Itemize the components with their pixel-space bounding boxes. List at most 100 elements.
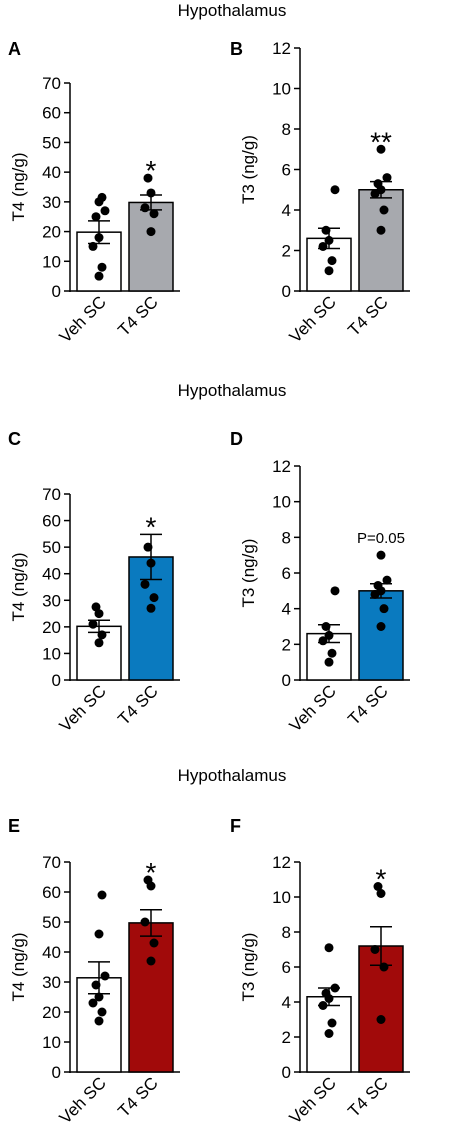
y-tick-label: 8 <box>282 923 291 942</box>
chart-panel-f: F 0 2 4 6 8 10 12 T3 (ng/g) Veh SC T4 SC * <box>230 816 410 1128</box>
data-point <box>97 890 107 900</box>
y-tick-label: 10 <box>272 888 291 907</box>
data-point <box>373 882 383 891</box>
data-point <box>100 971 110 981</box>
data-point <box>379 962 389 972</box>
y-tick-label: 4 <box>282 201 291 220</box>
panel-letter: D <box>230 429 243 449</box>
category-label: T4 SC <box>114 292 162 340</box>
data-point <box>97 1007 107 1017</box>
panel-letter: A <box>8 39 21 59</box>
data-point <box>324 235 334 245</box>
bar <box>358 189 404 292</box>
data-point <box>330 586 340 596</box>
data-point <box>379 604 389 614</box>
data-point <box>382 575 392 585</box>
data-point <box>88 619 98 629</box>
y-tick-label: 10 <box>42 252 61 271</box>
y-tick-label: 10 <box>272 80 291 99</box>
data-point <box>146 227 156 237</box>
y-tick-label: 0 <box>52 1063 61 1082</box>
significance-label: P=0.05 <box>357 530 405 547</box>
category-label: T4 SC <box>114 1073 162 1121</box>
data-point <box>373 179 383 189</box>
data-point <box>318 636 328 646</box>
y-tick-label: 8 <box>282 528 291 547</box>
y-tick-label: 4 <box>282 993 291 1012</box>
y-tick-label: 12 <box>272 39 291 58</box>
significance-label: * <box>376 864 387 895</box>
significance-label: * <box>146 511 157 542</box>
category-label: Veh SC <box>56 1073 110 1127</box>
y-tick-label: 70 <box>42 74 61 93</box>
chart-panel-d: D 0 2 4 6 8 10 12 T3 (ng/g) Veh SC T4 SC P=0.05 <box>230 429 410 736</box>
data-point <box>143 875 153 885</box>
data-point <box>324 1029 334 1038</box>
data-point <box>97 192 107 202</box>
data-point <box>321 622 331 631</box>
y-tick-label: 30 <box>42 193 61 212</box>
y-tick-label: 40 <box>42 163 61 182</box>
data-point <box>146 188 156 198</box>
y-tick-label: 6 <box>282 958 291 977</box>
category-label: Veh SC <box>286 292 340 346</box>
y-tick-label: 10 <box>42 644 61 663</box>
data-point <box>88 998 98 1008</box>
data-point <box>376 225 386 235</box>
data-point <box>149 593 159 603</box>
data-point <box>324 657 334 667</box>
category-label: Veh SC <box>56 292 110 346</box>
section-title: Hypothalamus <box>178 381 287 400</box>
y-axis-label: T4 (ng/g) <box>9 553 28 622</box>
data-point <box>324 266 334 276</box>
data-point <box>140 917 150 927</box>
data-point <box>376 889 386 898</box>
y-axis-label: T3 (ng/g) <box>239 933 258 1002</box>
y-tick-label: 0 <box>282 1063 291 1082</box>
section-title: Hypothalamus <box>178 1 287 20</box>
data-point <box>324 630 334 640</box>
panel-letter: B <box>230 39 243 59</box>
significance-label: ** <box>370 126 392 157</box>
data-point <box>370 945 380 954</box>
y-tick-label: 0 <box>52 671 61 690</box>
data-point <box>100 206 110 216</box>
y-axis-label: T3 (ng/g) <box>239 135 258 204</box>
y-tick-label: 6 <box>282 564 291 583</box>
y-tick-label: 8 <box>282 120 291 139</box>
y-tick-label: 10 <box>272 493 291 512</box>
y-axis-label: T4 (ng/g) <box>9 933 28 1002</box>
data-point <box>324 943 334 953</box>
data-point <box>327 1018 337 1028</box>
data-point <box>330 185 340 195</box>
section-title: Hypothalamus <box>178 766 287 785</box>
category-label: T4 SC <box>344 292 392 340</box>
data-point <box>94 929 104 939</box>
y-tick-label: 70 <box>42 485 61 504</box>
data-point <box>376 550 386 560</box>
y-tick-label: 50 <box>42 133 61 152</box>
y-tick-label: 10 <box>42 1033 61 1052</box>
data-point <box>97 630 107 640</box>
data-point <box>149 938 159 948</box>
significance-label: * <box>146 155 157 186</box>
y-tick-label: 12 <box>272 457 291 476</box>
data-point <box>91 212 101 222</box>
data-point <box>321 988 331 998</box>
significance-label: * <box>146 857 157 888</box>
y-tick-label: 2 <box>282 242 291 261</box>
data-point <box>94 638 104 648</box>
data-point <box>91 602 101 612</box>
category-label: T4 SC <box>114 681 162 729</box>
data-point <box>373 580 383 590</box>
data-point <box>140 579 150 589</box>
y-tick-label: 20 <box>42 223 61 242</box>
data-point <box>143 173 153 183</box>
data-point <box>330 983 340 993</box>
y-tick-label: 20 <box>42 618 61 637</box>
y-tick-label: 2 <box>282 1028 291 1047</box>
category-label: Veh SC <box>286 1073 340 1127</box>
data-point <box>143 542 153 552</box>
